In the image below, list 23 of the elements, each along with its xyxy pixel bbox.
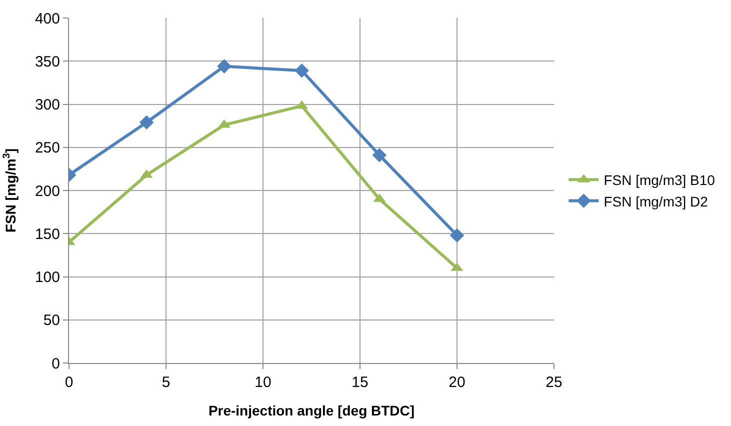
x-axis-title: Pre-injection angle [deg BTDC] [208, 402, 415, 418]
y-tick-label: 400 [34, 10, 60, 28]
point [294, 63, 309, 78]
y-tick-label: 300 [34, 96, 60, 114]
x-tick-label: 25 [546, 374, 562, 391]
y-tick-label: 50 [43, 312, 60, 330]
y-tick-label: 0 [52, 355, 60, 372]
x-tick-label: 20 [448, 374, 466, 391]
y-tick-label: 100 [34, 269, 60, 286]
y-tick-label: 150 [34, 226, 60, 243]
point [139, 115, 154, 130]
point [450, 228, 464, 242]
x-tick-label: 5 [162, 374, 170, 391]
x-tick-label: 10 [254, 374, 272, 391]
y-tick-label: 250 [34, 140, 60, 157]
x-tick-label: 15 [352, 374, 368, 391]
x-tick-label: 0 [64, 374, 74, 391]
y-tick-label: 200 [34, 182, 60, 200]
point [372, 148, 387, 162]
legend-label: FSN [mg/m3] B10 [604, 172, 716, 188]
point [217, 59, 232, 74]
legend-label: FSN [mg/m3] D2 [604, 193, 708, 210]
y-tick-label: 350 [34, 53, 60, 70]
